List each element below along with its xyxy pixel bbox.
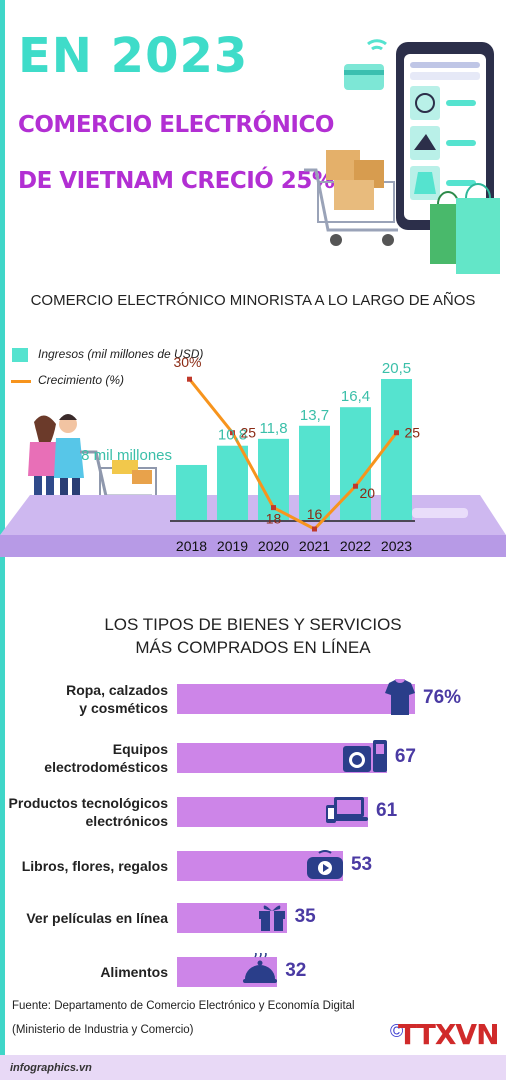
category-label-line: electrónicos: [85, 813, 168, 829]
category-label: Ropa, calzados y cosméticos: [66, 681, 168, 717]
growth-value-label: 16: [307, 506, 323, 522]
laptop-phone-icon: [324, 793, 370, 832]
footer-bar: [0, 1055, 506, 1080]
revenue-value-label: 16,4: [341, 388, 370, 405]
category-value: 53: [350, 854, 373, 875]
gift-icon: [255, 899, 289, 938]
category-label: Ver películas en línea: [26, 909, 168, 927]
category-label-line: y cosméticos: [79, 700, 168, 716]
revenue-bar-2022: [340, 407, 371, 520]
online-shopping-illustration: [304, 39, 500, 274]
growth-value-label: 25: [241, 425, 257, 441]
revenue-value-label: 20,5: [382, 360, 411, 377]
year-title: EN 2023: [18, 28, 249, 84]
category-value: 35: [294, 906, 316, 927]
category-value: 61: [376, 800, 398, 821]
x-tick-label: 2019: [217, 538, 248, 554]
category-label-line: Alimentos: [100, 964, 168, 980]
revenue-bar-2018: [176, 464, 207, 520]
ttxvn-logo: TTXVN: [398, 1018, 500, 1051]
video-player-icon: [305, 847, 345, 886]
food-cloche-icon: [241, 951, 279, 992]
revenue-bar-2023: [381, 379, 412, 520]
legend-swatch-growth: [11, 380, 31, 383]
revenue-value-label: 10,8: [218, 427, 247, 444]
growth-value-label: 25: [405, 425, 421, 441]
growth-point: [353, 483, 358, 489]
category-label: Equipos electrodomésticos: [44, 740, 168, 776]
appliance-icon: [341, 738, 389, 779]
x-tick-label: 2018: [176, 538, 207, 554]
x-tick-label: 2020: [258, 538, 289, 554]
tablet-platform: [0, 495, 506, 557]
legend-swatch-revenue: [12, 348, 28, 362]
growth-point: [394, 430, 399, 436]
category-label-line: Libros, flores, regalos: [21, 858, 168, 874]
growth-point: [312, 526, 317, 532]
category-label-line: Equipos: [112, 741, 168, 757]
category-label-line: Ropa, calzados: [66, 682, 168, 698]
revenue-value-label: 11,8: [259, 420, 287, 437]
growth-point: [271, 505, 276, 511]
clothing-icon: [383, 677, 417, 722]
legend-label-revenue: Ingresos (mil millones de USD): [38, 347, 204, 361]
chart2-title-line-1: LOS TIPOS DE BIENES Y SERVICIOS: [104, 615, 402, 634]
growth-point: [230, 430, 235, 436]
x-tick-label: 2022: [340, 538, 371, 554]
legend-label-growth: Crecimiento (%): [38, 373, 125, 387]
revenue-value-label: 13,7: [300, 407, 329, 424]
category-label: Libros, flores, regalos: [22, 857, 168, 875]
category-label-line: Ver películas en línea: [26, 910, 168, 926]
growth-value-label: 30%: [173, 354, 201, 370]
growth-value-label: 18: [266, 511, 282, 527]
growth-value-label: 20: [360, 485, 376, 501]
revenue-value-label: 8 mil millones: [81, 447, 172, 464]
growth-point: [187, 376, 192, 382]
category-value: 32: [285, 960, 307, 981]
copyright-symbol: ©: [390, 1021, 404, 1041]
subtitle-line-1: COMERCIO ELECTRÓNICO: [18, 112, 334, 138]
chart2-title-line-2: MÁS COMPRADOS EN LÍNEA: [135, 638, 371, 657]
category-value: 67: [394, 746, 416, 767]
revenue-bar-2019: [217, 445, 248, 520]
category-bar: [177, 684, 415, 714]
subtitle-line-2: DE VIETNAM CRECIÓ 25%: [18, 168, 335, 194]
chart1-title: COMERCIO ELECTRÓNICO MINORISTA A LO LARG…: [30, 292, 476, 309]
revenue-bar-2021: [299, 425, 330, 520]
category-label: Productos tecnológicos electrónicos: [9, 794, 168, 830]
category-value: 76%: [423, 687, 462, 708]
source-line-2: (Ministerio de Industria y Comercio): [12, 1024, 194, 1036]
site-credit: infographics.vn: [10, 1062, 92, 1074]
x-tick-label: 2023: [381, 538, 412, 554]
left-accent-rule: [0, 0, 5, 1055]
category-label-line: electrodomésticos: [44, 759, 168, 775]
source-line-1: Fuente: Departamento de Comercio Electró…: [12, 1000, 355, 1012]
category-label-line: Productos tecnológicos: [8, 795, 168, 811]
category-label: Alimentos: [100, 963, 168, 981]
growth-line: [188, 378, 398, 531]
x-tick-label: 2021: [299, 538, 330, 554]
